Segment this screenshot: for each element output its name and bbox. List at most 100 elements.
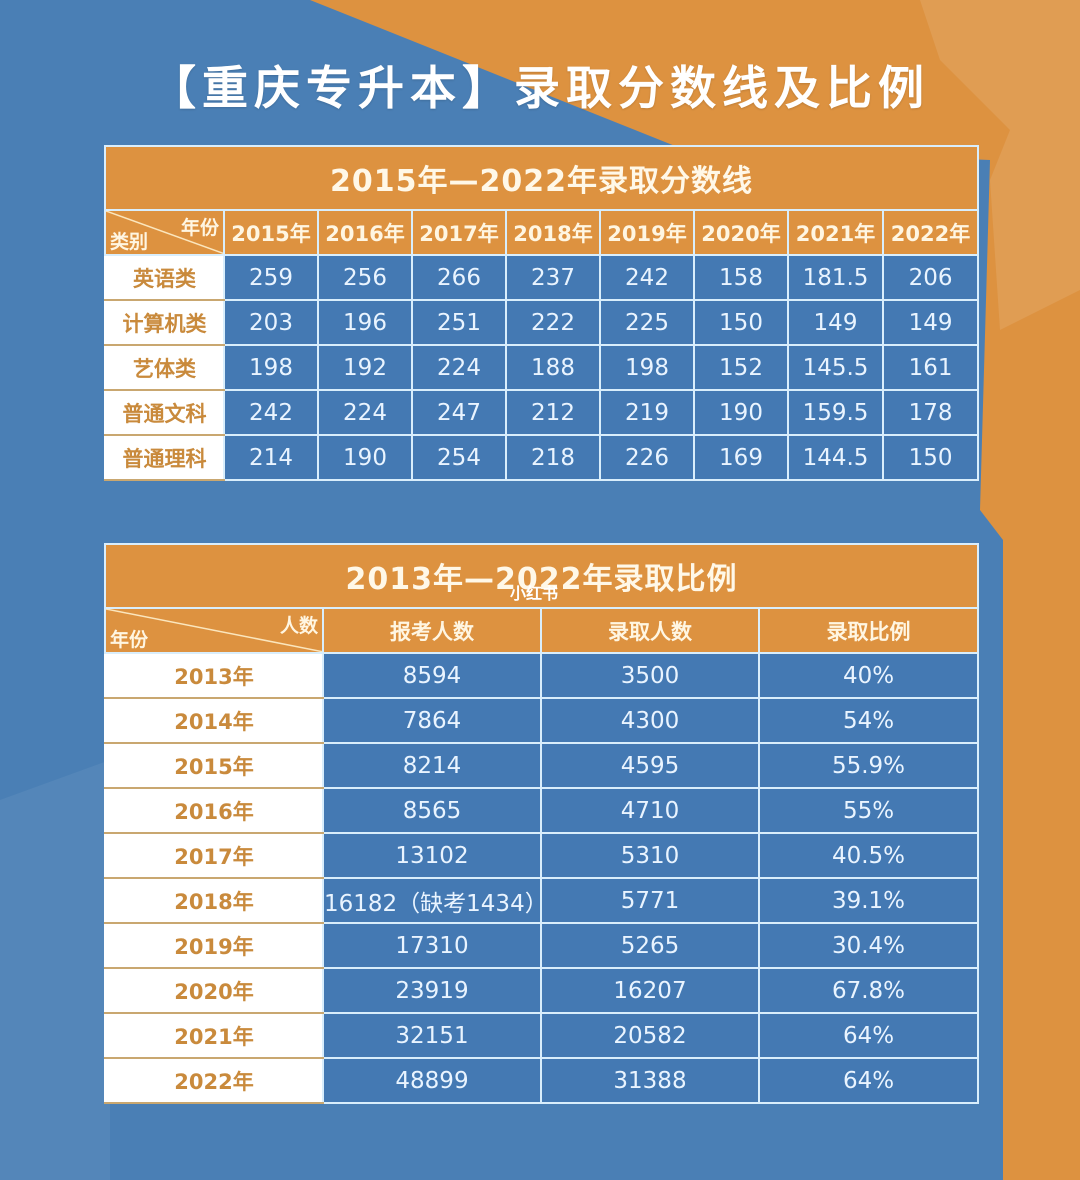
corner-label-count: 人数 [279,615,318,637]
score-cell: 145.5 [787,344,884,391]
year-label: 2013年 [104,652,324,699]
ratio-cell: 40% [758,652,979,699]
ratio-table-title: 2013年—2022年录取比例 [104,543,979,609]
score-cell: 158 [693,254,789,301]
table-row: 普通理科 214 190 254 218 226 169 144.5 150 [104,434,980,481]
score-cell: 150 [693,299,789,346]
score-cell: 224 [411,344,507,391]
year-header: 2017年 [411,209,507,256]
score-cell: 242 [599,254,695,301]
admitted-cell: 4710 [540,787,760,834]
score-cell: 161 [881,344,980,391]
year-header: 2015年 [223,209,319,256]
table-row: 2020年 23919 16207 67.8% [104,967,979,1014]
score-cell: 149 [787,299,884,346]
table-row: 2015年 8214 4595 55.9% [104,742,979,789]
admitted-cell: 4595 [540,742,760,789]
year-header: 2020年 [693,209,789,256]
year-label: 2017年 [104,832,324,879]
ratio-cell: 39.1% [758,877,979,924]
admitted-cell: 5265 [540,922,760,969]
admitted-cell: 5310 [540,832,760,879]
corner-label-year: 年份 [180,217,219,239]
year-label: 2018年 [104,877,324,924]
year-label: 2022年 [104,1057,324,1104]
score-cell: 190 [693,389,789,436]
table-row: 普通文科 242 224 247 212 219 190 159.5 178 [104,389,980,436]
ratio-table-header-row: 人数 年份 报考人数 录取人数 录取比例 [104,607,979,654]
ratio-cell: 55.9% [758,742,979,789]
category-label: 计算机类 [104,299,225,346]
admission-ratio-table: 2013年—2022年录取比例 人数 年份 报考人数 录取人数 录取比例 201… [104,543,979,1104]
score-cell: 192 [317,344,413,391]
year-header: 2016年 [317,209,413,256]
column-header-admitted: 录取人数 [540,607,760,654]
score-cell: 225 [599,299,695,346]
admitted-cell: 4300 [540,697,760,744]
corner-label-year: 年份 [110,629,149,651]
diagonal-divider-icon [107,212,222,253]
score-cell: 266 [411,254,507,301]
year-label: 2020年 [104,967,324,1014]
ratio-cell: 64% [758,1012,979,1059]
score-cell: 188 [505,344,601,391]
score-cell: 256 [317,254,413,301]
score-cell: 219 [599,389,695,436]
applicants-cell: 23919 [322,967,542,1014]
ratio-cell: 30.4% [758,922,979,969]
table-row: 计算机类 203 196 251 222 225 150 149 149 [104,299,980,346]
score-line-table: 2015年—2022年录取分数线 年份 类别 2015年 2016年 2017年… [103,145,980,481]
table-row: 2018年 16182（缺考1434） 5771 39.1% [104,877,979,924]
applicants-cell: 48899 [322,1057,542,1104]
applicants-cell: 32151 [322,1012,542,1059]
score-cell: 169 [693,434,789,481]
table-row: 2016年 8565 4710 55% [104,787,979,834]
admitted-cell: 16207 [540,967,760,1014]
admitted-cell: 20582 [540,1012,760,1059]
diagonal-divider-icon [107,610,321,651]
score-cell: 159.5 [787,389,884,436]
year-label: 2014年 [104,697,324,744]
ratio-cell: 54% [758,697,979,744]
score-cell: 254 [411,434,507,481]
applicants-cell: 8594 [322,652,542,699]
score-cell: 144.5 [787,434,884,481]
score-cell: 206 [881,254,980,301]
applicants-cell: 13102 [322,832,542,879]
score-cell: 181.5 [787,254,884,301]
background-decoration-left [0,760,110,1180]
table-row: 2022年 48899 31388 64% [104,1057,979,1104]
corner-label-category: 类别 [110,231,149,253]
score-cell: 149 [881,299,980,346]
score-cell: 196 [317,299,413,346]
score-table-corner-cell: 年份 类别 [104,209,225,256]
admitted-cell: 5771 [540,877,760,924]
table-row: 艺体类 198 192 224 188 198 152 145.5 161 [104,344,980,391]
applicants-cell: 7864 [322,697,542,744]
table-row: 2021年 32151 20582 64% [104,1012,979,1059]
year-header: 2021年 [787,209,884,256]
score-cell: 214 [223,434,319,481]
ratio-cell: 40.5% [758,832,979,879]
score-cell: 152 [693,344,789,391]
year-label: 2021年 [104,1012,324,1059]
score-cell: 237 [505,254,601,301]
ratio-cell: 67.8% [758,967,979,1014]
year-header: 2018年 [505,209,601,256]
column-header-applicants: 报考人数 [322,607,542,654]
score-cell: 198 [223,344,319,391]
score-cell: 226 [599,434,695,481]
score-cell: 150 [881,434,980,481]
applicants-cell: 16182（缺考1434） [322,877,542,924]
table-row: 英语类 259 256 266 237 242 158 181.5 206 [104,254,980,301]
score-cell: 242 [223,389,319,436]
score-cell: 178 [881,389,980,436]
year-header: 2022年 [881,209,980,256]
year-label: 2016年 [104,787,324,834]
ratio-cell: 64% [758,1057,979,1104]
admitted-cell: 3500 [540,652,760,699]
applicants-cell: 8214 [322,742,542,789]
watermark: 小红书 [510,584,559,603]
score-table-title: 2015年—2022年录取分数线 [103,145,980,211]
table-row: 2014年 7864 4300 54% [104,697,979,744]
